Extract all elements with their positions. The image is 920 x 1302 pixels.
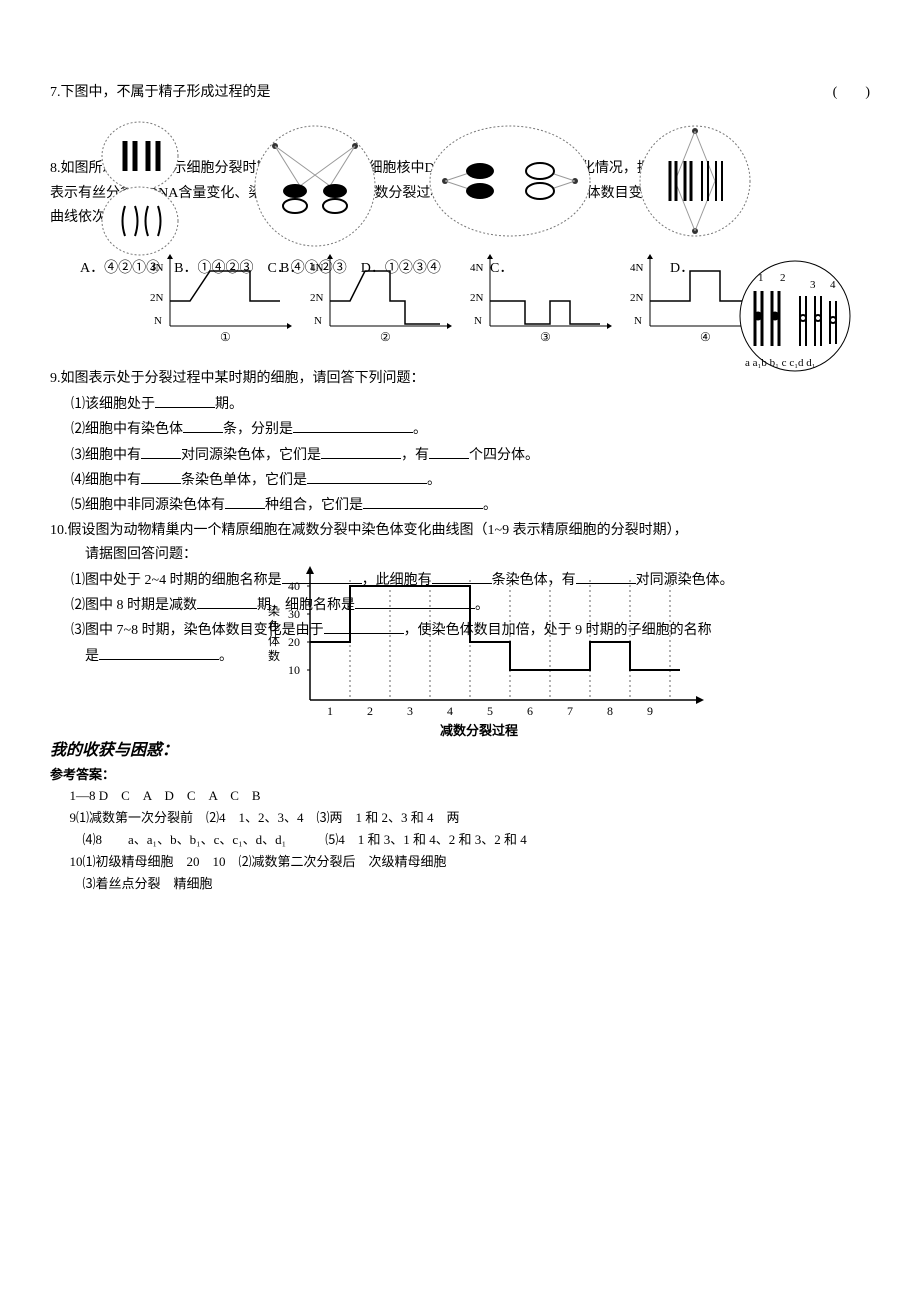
q9-bottom-labels: a a₁b b₁ c c₁d d₁	[745, 357, 816, 369]
svg-text:8: 8	[607, 704, 613, 718]
svg-text:5: 5	[487, 704, 493, 718]
blank[interactable]	[155, 393, 215, 408]
svg-text:数: 数	[268, 648, 280, 663]
blank[interactable]	[183, 418, 223, 433]
cell-B-svg	[245, 116, 385, 256]
svg-text:染: 染	[268, 603, 280, 618]
blank[interactable]	[141, 444, 181, 459]
label-B: B．	[280, 258, 303, 280]
cell-A-svg	[80, 116, 200, 266]
svg-text:40: 40	[288, 579, 300, 593]
q7-paren: ( )	[833, 82, 870, 104]
svg-text:4: 4	[830, 279, 836, 291]
blank[interactable]	[293, 418, 413, 433]
q9-s2: ⑵细胞中有染色体条，分别是。	[50, 418, 870, 441]
svg-text:4N: 4N	[470, 262, 484, 274]
svg-text:4: 4	[447, 704, 453, 718]
q9-s1: ⑴该细胞处于期。	[50, 393, 870, 416]
svg-text:4N: 4N	[150, 262, 164, 274]
cell-B	[245, 116, 385, 256]
q9-cell-svg: 1 2 3 4 a a₁b b₁ c c₁d d₁	[720, 256, 870, 386]
q10-chart: 40 30 20 10 染色体数 12 34 56 78 9 减数分裂过程	[260, 560, 870, 730]
answers-title: 参考答案：	[50, 765, 870, 786]
blank[interactable]	[141, 469, 181, 484]
label-D: D．	[670, 258, 694, 280]
svg-text:减数分裂过程: 减数分裂过程	[440, 723, 518, 738]
ans-l4: 10⑴初级精母细胞 20 10 ⑵减数第二次分裂后 次级精母细胞	[50, 852, 870, 873]
q10-chart-svg: 40 30 20 10 染色体数 1 2 3 4 5 6 7 8 9 减数分裂过程	[260, 560, 720, 740]
blank[interactable]	[99, 645, 219, 660]
blank[interactable]	[307, 469, 427, 484]
q7-line: 7.下图中，不属于精子形成过程的是 ( )	[50, 82, 870, 104]
svg-text:4N: 4N	[310, 262, 324, 274]
q9-s4: ⑷细胞中有条染色单体，它们是。	[50, 469, 870, 492]
svg-text:3: 3	[407, 704, 413, 718]
blank[interactable]	[429, 444, 469, 459]
diagram-region: 8.如图所示，横轴表示细胞分裂时期，纵轴表示一个细胞核中DNA含量或染色体数目变…	[50, 106, 870, 366]
cell-A	[80, 116, 200, 266]
label-C: C．	[490, 258, 513, 280]
svg-text:②: ②	[380, 330, 391, 344]
blank[interactable]	[197, 594, 257, 609]
answers-block: 参考答案： 1—8 D C A D C A C B 9⑴减数第一次分裂前 ⑵4 …	[50, 765, 870, 895]
ans-l5: ⑶着丝点分裂 精细胞	[50, 874, 870, 895]
svg-text:6: 6	[527, 704, 533, 718]
svg-text:①: ①	[220, 330, 231, 344]
svg-text:③: ③	[540, 330, 551, 344]
blank[interactable]	[363, 494, 483, 509]
svg-text:9: 9	[647, 704, 653, 718]
cell-D-svg	[630, 116, 760, 246]
q9-cell: 1 2 3 4 a a₁b b₁ c c₁d d₁	[720, 256, 870, 394]
svg-text:4N: 4N	[630, 262, 644, 274]
q9-s5: ⑸细胞中非同源染色体有种组合，它们是。	[50, 494, 870, 517]
svg-text:体: 体	[268, 634, 280, 648]
svg-text:N: N	[154, 315, 162, 327]
svg-text:N: N	[634, 315, 642, 327]
q7-text: 7.下图中，不属于精子形成过程的是	[50, 85, 271, 100]
q10-lead: 10.假设图为动物精巢内一个精原细胞在减数分裂中染色体变化曲线图（1~9 表示精…	[50, 520, 870, 542]
svg-text:2N: 2N	[470, 292, 484, 304]
q10-block: 10.假设图为动物精巢内一个精原细胞在减数分裂中染色体变化曲线图（1~9 表示精…	[50, 520, 870, 730]
ans-l2: 9⑴减数第一次分裂前 ⑵4 1、2、3、4 ⑶两 1 和 2、3 和 4 两	[50, 808, 870, 829]
ans-l3: ⑷8 a、a₁、b、b₁、c、c₁、d、d₁ ⑸4 1 和 3、1 和 4、2 …	[50, 830, 870, 851]
svg-text:7: 7	[567, 704, 573, 718]
svg-text:1: 1	[327, 704, 333, 718]
cell-C-svg	[425, 116, 595, 246]
svg-text:2N: 2N	[150, 292, 164, 304]
blank[interactable]	[321, 444, 401, 459]
svg-text:2N: 2N	[630, 292, 644, 304]
svg-text:1: 1	[758, 272, 764, 284]
svg-text:2N: 2N	[310, 292, 324, 304]
svg-text:N: N	[474, 315, 482, 327]
ans-l1: 1—8 D C A D C A C B	[50, 786, 870, 807]
harvest-title: 我的收获与困惑：	[50, 738, 870, 764]
cell-D	[630, 116, 760, 246]
svg-text:10: 10	[288, 663, 300, 677]
blank[interactable]	[225, 494, 265, 509]
svg-text:2: 2	[367, 704, 373, 718]
svg-text:色: 色	[268, 619, 280, 633]
q9-s3: ⑶细胞中有对同源染色体，它们是，有个四分体。	[50, 444, 870, 467]
svg-text:3: 3	[810, 279, 816, 291]
svg-text:④: ④	[700, 330, 711, 344]
svg-text:2: 2	[780, 272, 786, 284]
svg-text:N: N	[314, 315, 322, 327]
svg-text:20: 20	[288, 635, 300, 649]
cell-C	[425, 116, 595, 246]
svg-text:30: 30	[288, 607, 300, 621]
